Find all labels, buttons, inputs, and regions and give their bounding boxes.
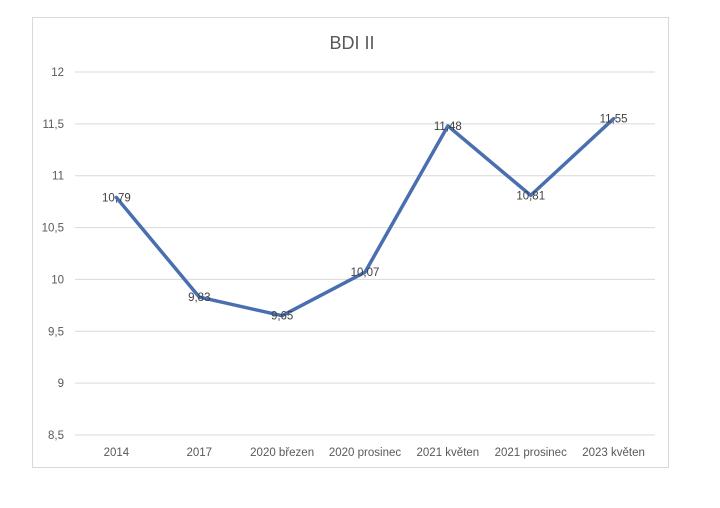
data-label: 9,65: [271, 311, 293, 323]
x-tick-label: 2020 březen: [250, 447, 314, 459]
gridlines: [75, 71, 655, 436]
x-tick-label: 2021 květen: [417, 447, 480, 459]
chart-frame: [32, 17, 669, 468]
y-tick-label: 12: [51, 67, 64, 79]
y-tick-label: 9: [58, 378, 64, 390]
data-label: 11,48: [434, 121, 462, 133]
data-label: 11,55: [600, 114, 628, 126]
y-tick-label: 8,5: [48, 430, 64, 442]
x-tick-label: 2020 prosinec: [329, 447, 401, 459]
x-tick-label: 2017: [186, 447, 212, 459]
data-label: 9,83: [188, 292, 210, 304]
series-line: [114, 116, 616, 318]
y-tick-label: 10: [51, 274, 64, 286]
y-tick-label: 9,5: [48, 326, 64, 338]
x-tick-label: 2023 květen: [582, 447, 645, 459]
x-tick-label: 2021 prosinec: [495, 447, 567, 459]
y-tick-label: 11: [52, 171, 64, 183]
x-axis-tick-labels: 2014 2017 2020 březen 2020 prosinec 2021 kvě…: [104, 447, 645, 459]
y-axis-tick-labels: 8,5 9 9,5 10 10,5 11 11,5 12: [42, 67, 64, 442]
y-tick-label: 10,5: [42, 223, 64, 235]
data-label: 10,07: [351, 267, 380, 279]
chart-title: BDI II: [329, 33, 374, 53]
y-tick-label: 11,5: [42, 119, 64, 131]
x-tick-label: 2014: [104, 447, 130, 459]
data-label: 10,79: [102, 192, 131, 204]
data-label: 10,81: [516, 190, 545, 202]
data-labels: 10,79 9,83 9,65 10,07 11,48 10,81 11,55: [102, 114, 628, 323]
